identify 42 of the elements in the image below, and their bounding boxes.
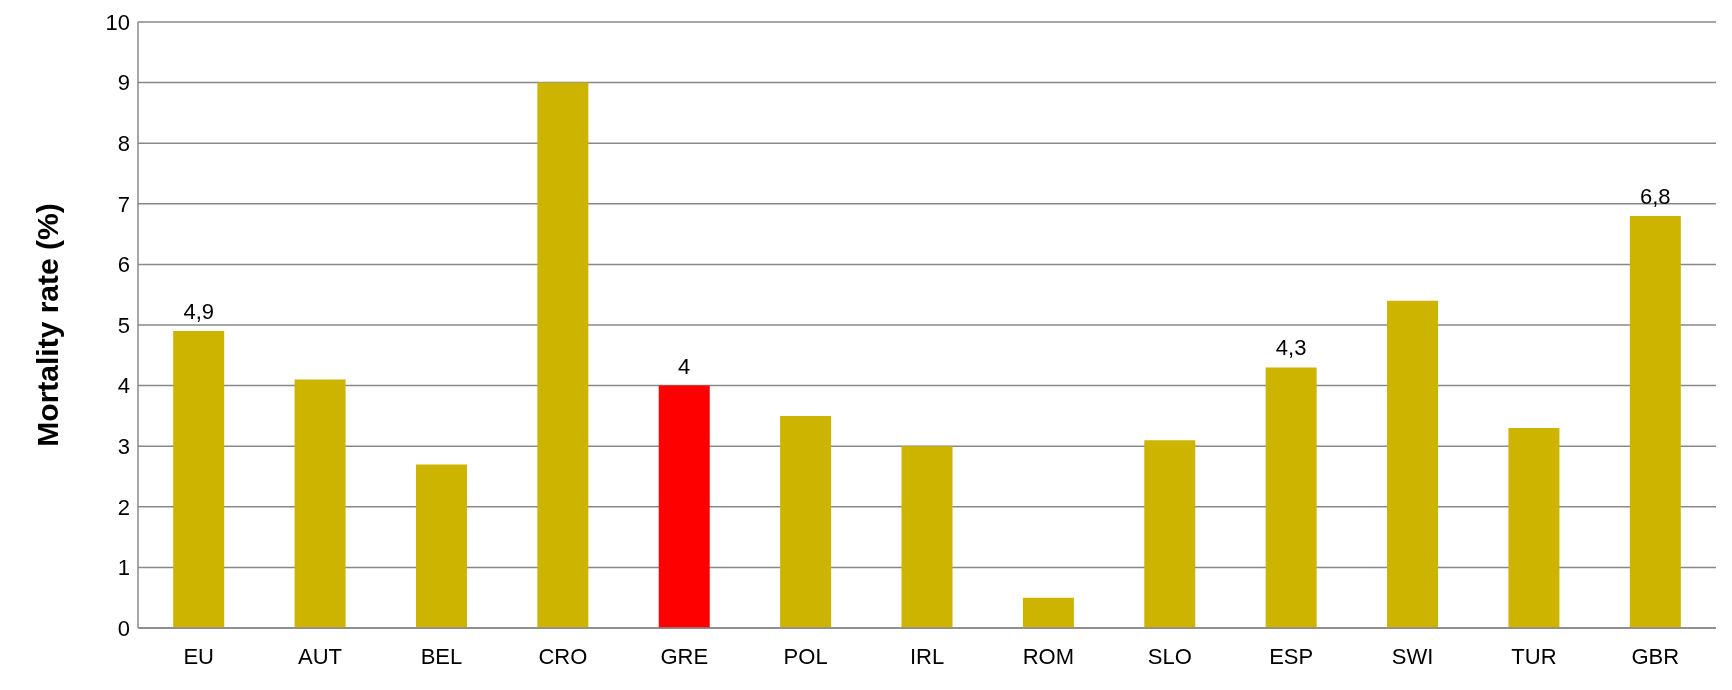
x-tick-label: EU [183, 643, 214, 669]
x-tick-label: GBR [1631, 643, 1680, 669]
x-tick-label: GRE [660, 643, 709, 669]
data-label: 4 [678, 353, 691, 379]
y-tick-label: 7 [117, 191, 130, 217]
bar [1629, 215, 1681, 628]
data-label: 4,3 [1275, 335, 1307, 361]
bar [1387, 300, 1439, 628]
y-tick-label: 0 [117, 615, 130, 641]
bar [537, 82, 589, 628]
x-tick-label: IRL [909, 643, 945, 669]
bar [1508, 428, 1560, 628]
bar [901, 446, 953, 628]
bar [173, 331, 225, 628]
x-tick-label: AUT [298, 643, 343, 669]
y-tick-label: 5 [117, 312, 130, 338]
x-tick-label: SLO [1147, 643, 1192, 669]
y-tick-label: 8 [117, 131, 130, 157]
x-tick-label: SWI [1391, 643, 1434, 669]
x-tick-label: CRO [538, 643, 588, 669]
data-label: 4,9 [183, 299, 214, 325]
y-tick-label: 3 [117, 434, 130, 460]
y-tick-label: 10 [105, 9, 130, 35]
bar [415, 464, 467, 628]
data-label: 6,8 [1640, 183, 1671, 209]
bar [1144, 440, 1196, 628]
bar [1265, 367, 1317, 628]
y-tick-label: 6 [117, 252, 130, 278]
y-tick-label: 2 [117, 494, 130, 520]
bar [1022, 597, 1074, 628]
x-tick-label: ESP [1269, 643, 1314, 669]
y-tick-label: 9 [117, 70, 130, 96]
y-tick-label: 1 [117, 555, 130, 581]
bar [780, 415, 832, 628]
x-tick-label: ROM [1022, 643, 1075, 669]
x-tick-label: POL [783, 643, 828, 669]
y-axis-title: Mortality rate (%) [30, 203, 64, 447]
bar [658, 385, 710, 628]
bar [294, 379, 346, 628]
x-tick-label: TUR [1511, 643, 1557, 669]
x-tick-label: BEL [420, 643, 463, 669]
y-tick-label: 4 [117, 373, 130, 399]
